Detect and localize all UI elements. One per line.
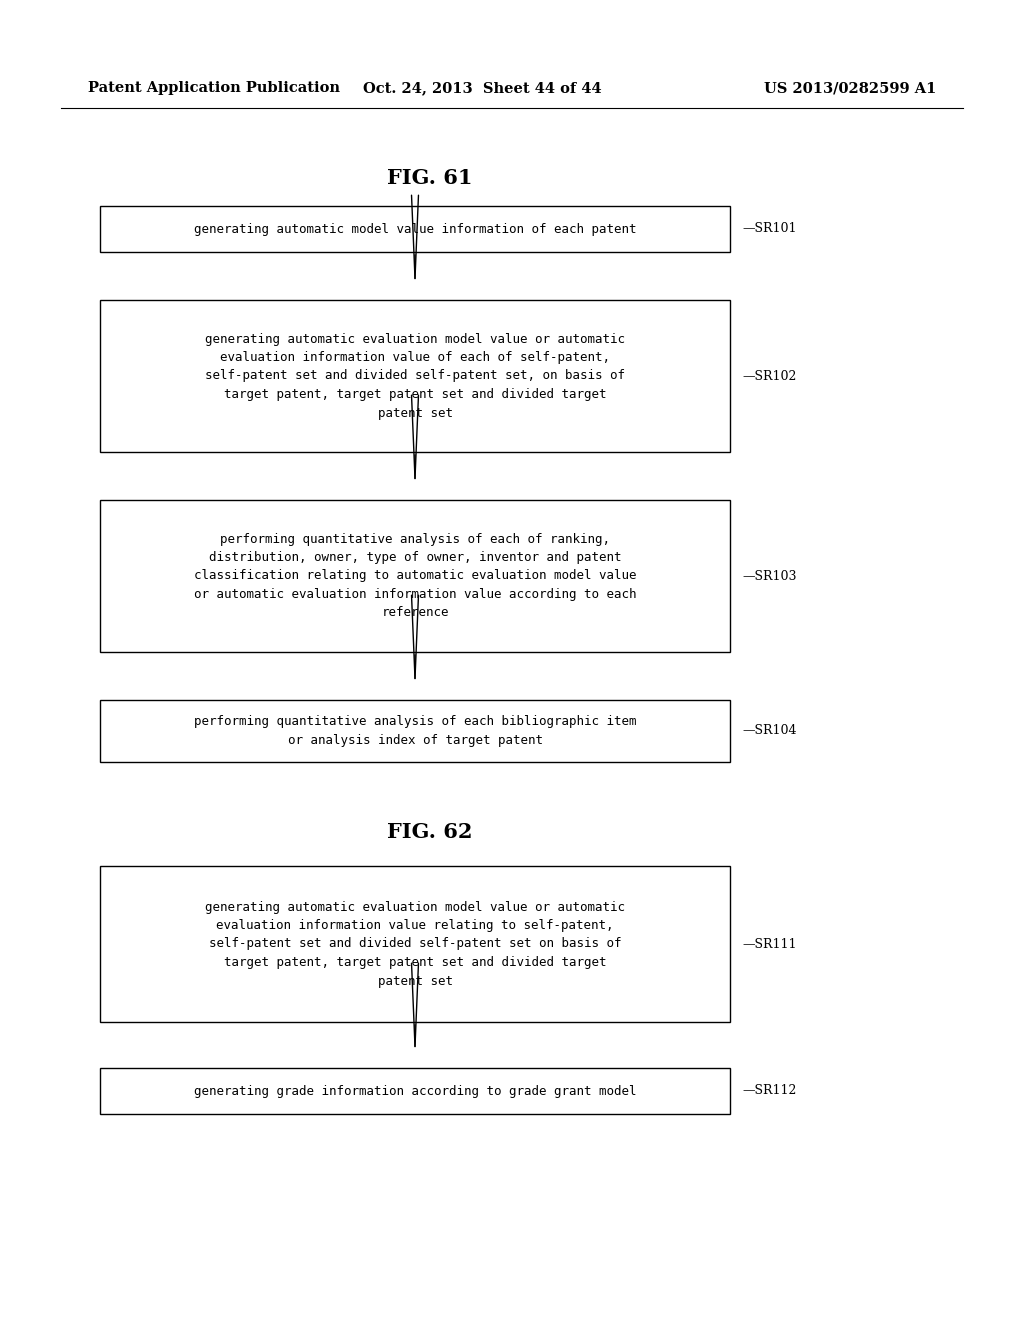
Bar	[100, 866, 730, 1022]
Text: generating automatic evaluation model value or automatic
evaluation information : generating automatic evaluation model va…	[205, 333, 625, 420]
Text: Oct. 24, 2013  Sheet 44 of 44: Oct. 24, 2013 Sheet 44 of 44	[362, 81, 601, 95]
Text: generating grade information according to grade grant model: generating grade information according t…	[194, 1085, 636, 1097]
Bar	[100, 300, 730, 451]
Bar	[100, 500, 730, 652]
Text: —SR101: —SR101	[742, 223, 797, 235]
Text: —SR104: —SR104	[742, 725, 797, 738]
Text: FIG. 62: FIG. 62	[387, 822, 473, 842]
Text: —SR112: —SR112	[742, 1085, 797, 1097]
Bar	[100, 700, 730, 762]
Bar	[100, 1068, 730, 1114]
Text: —SR103: —SR103	[742, 569, 797, 582]
Text: FIG. 61: FIG. 61	[387, 168, 473, 187]
Text: Patent Application Publication: Patent Application Publication	[88, 81, 340, 95]
Bar	[100, 206, 730, 252]
Text: —SR102: —SR102	[742, 370, 797, 383]
Text: —SR111: —SR111	[742, 937, 797, 950]
Text: generating automatic model value information of each patent: generating automatic model value informa…	[194, 223, 636, 235]
Text: generating automatic evaluation model value or automatic
evaluation information : generating automatic evaluation model va…	[205, 900, 625, 987]
Text: performing quantitative analysis of each bibliographic item
or analysis index of: performing quantitative analysis of each…	[194, 715, 636, 747]
Text: US 2013/0282599 A1: US 2013/0282599 A1	[764, 81, 936, 95]
Text: performing quantitative analysis of each of ranking,
distribution, owner, type o: performing quantitative analysis of each…	[194, 532, 636, 619]
